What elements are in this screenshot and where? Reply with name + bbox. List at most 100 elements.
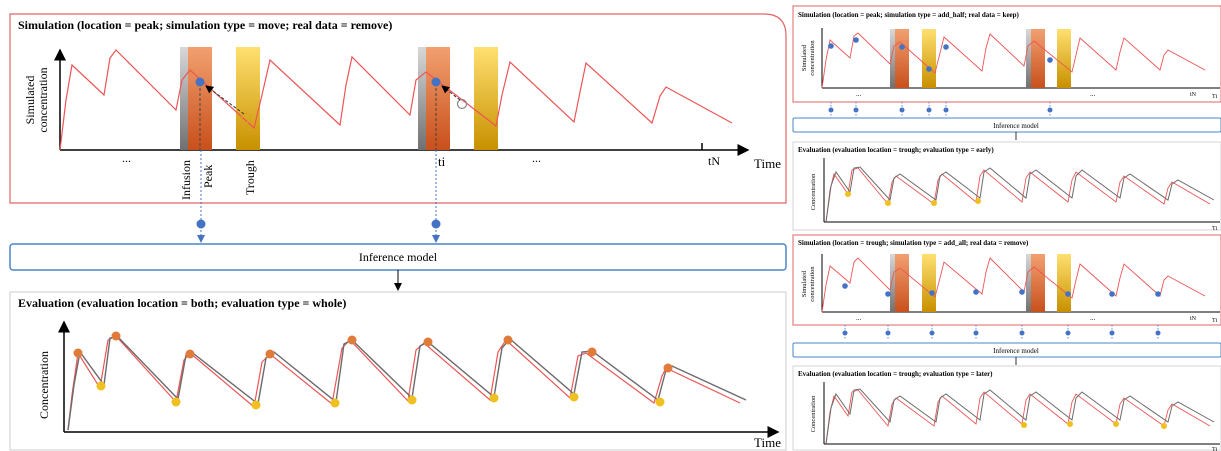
eval-peak-dot-3 [185, 349, 195, 359]
moved-dot-2 [456, 98, 468, 110]
infusion-bar-2 [418, 47, 426, 150]
left-evaluation-panel: Evaluation (evaluation location = both; … [9, 291, 787, 451]
label-infusion: Infusion [179, 160, 193, 200]
rt-infusion-bar-1 [890, 29, 895, 88]
rb-dot-5 [1019, 289, 1025, 295]
eval-peak-dot-4 [265, 349, 275, 359]
peak-dot-2 [431, 77, 441, 87]
rb-sim-title: Simulation (location = trough; simulatio… [798, 239, 1029, 247]
rb-dot-8 [1155, 291, 1161, 297]
rt-dot-4 [926, 66, 932, 72]
rb-infusion-bar-1 [890, 254, 895, 312]
rb-dot-2 [885, 291, 891, 297]
left-sim-dots-1: ... [122, 151, 131, 165]
rb-eval-dot-1 [1021, 422, 1027, 428]
left-eval-y-label: Concentration [37, 351, 51, 419]
rt-eval-y-label: Concentration [810, 173, 817, 211]
rt-eval-dot-3 [931, 200, 937, 206]
rb-dot-3 [929, 290, 935, 296]
eval-trough-dot-6 [489, 393, 499, 403]
right-top-simulation-panel: Simulation (location = peak; simulation … [792, 5, 1221, 103]
rt-dots-1: ... [856, 90, 862, 98]
rb-connector-dot-1 [842, 330, 848, 336]
rb-connector-dot-7 [1109, 330, 1115, 336]
eval-peak-dot-8 [587, 347, 597, 357]
eval-trough-dot-4 [330, 398, 340, 408]
eval-peak-dot-6 [423, 337, 433, 347]
right-bottom-evaluation-panel: Evaluation (evaluation location = trough… [792, 365, 1221, 451]
peak-bar-2 [426, 47, 450, 150]
peak-dot-1 [195, 77, 205, 87]
label-tn: tN [708, 154, 720, 168]
left-inference-label: Inference model [359, 250, 438, 264]
left-sim-y-label-2: concentration [36, 67, 50, 132]
rb-trough-bar-2 [1057, 254, 1071, 312]
connector-dot-2 [431, 219, 441, 229]
rt-peak-bar-2 [1031, 29, 1045, 88]
rt-connector-dot-4 [926, 107, 932, 113]
rb-sim-curve [821, 257, 1206, 313]
rb-dot-4 [973, 289, 979, 295]
simulated-curve [59, 49, 733, 151]
rb-connector-dot-3 [929, 330, 935, 336]
rb-x-label: Ti [1212, 318, 1217, 324]
rt-connector-dot-5 [943, 107, 949, 113]
move-arrow-2 [441, 85, 461, 101]
connector-dot-1 [196, 219, 206, 229]
rt-trough-bar-2 [1057, 29, 1071, 88]
rt-connector-dot-1 [828, 107, 834, 113]
trough-bar-2 [474, 47, 498, 150]
rt-x-label: Ti [1212, 94, 1217, 100]
rt-eval-curve-red [825, 167, 1211, 223]
rt-connector-dot-2 [853, 107, 859, 113]
eval-trough-dot-3 [251, 400, 261, 410]
rb-sim-y-label-2: concentration [809, 266, 816, 302]
rt-connector-dot-3 [899, 107, 905, 113]
rb-eval-x-label: Ti [1212, 447, 1217, 451]
left-sim-y-label-1: Simulated [23, 76, 37, 125]
rb-eval-title: Evaluation (evaluation location = trough… [798, 370, 993, 378]
rb-eval-dot-2 [1067, 421, 1073, 427]
right-top-evaluation-panel: Evaluation (evaluation location = trough… [792, 141, 1221, 232]
left-sim-title: Simulation (location = peak; simulation … [18, 18, 392, 32]
rb-inference-label: Inference model [993, 347, 1039, 355]
rt-sim-curve [821, 32, 1206, 89]
rb-eval-dot-3 [1113, 421, 1119, 427]
rb-eval-curve-red [825, 389, 1211, 445]
rb-trough-bar-1 [922, 254, 936, 312]
rt-dot-2 [853, 37, 859, 43]
rt-connector-dot-6 [1047, 107, 1053, 113]
eval-peak-dot-1 [73, 348, 83, 358]
rb-connector-dot-6 [1065, 330, 1071, 336]
rb-inference-box [792, 342, 1221, 358]
rb-connector-dot-8 [1155, 330, 1161, 336]
eval-trough-dot-8 [655, 397, 665, 407]
left-simulation-panel: Simulation (location = peak; simulation … [9, 13, 787, 204]
left-sim-x-label: Time [754, 156, 781, 171]
rt-dot-3 [899, 44, 905, 50]
rt-eval-dot-2 [885, 200, 891, 206]
rt-dot-6 [1047, 57, 1053, 63]
left-eval-title: Evaluation (evaluation location = both; … [18, 296, 346, 310]
rb-dot-1 [842, 283, 848, 289]
rt-dots-2: ... [1090, 90, 1096, 98]
rt-eval-x-label: Ti [1212, 226, 1217, 232]
rt-sim-title: Simulation (location = peak; simulation … [798, 11, 1020, 19]
rt-sim-y-label-1: Simulated [801, 44, 808, 71]
rb-connector-dot-5 [1019, 330, 1025, 336]
rt-label-tn: tN [1190, 92, 1197, 98]
right-bottom-simulation-panel: Simulation (location = trough; simulatio… [792, 234, 1221, 326]
rt-inference-box [792, 117, 1221, 133]
left-connectors [196, 150, 441, 243]
rt-dot-1 [828, 43, 834, 49]
rt-eval-curve-gray [825, 166, 1215, 223]
eval-trough-dot-1 [96, 381, 106, 391]
rt-infusion-bar-2 [1026, 29, 1031, 88]
rb-eval-curve-gray [825, 388, 1215, 445]
rt-trough-bar-1 [922, 29, 936, 88]
moved-dot-1 [240, 112, 252, 124]
rt-peak-bar-1 [895, 29, 909, 88]
infusion-bar-1 [180, 47, 188, 150]
rt-dot-5 [943, 44, 949, 50]
rb-dots-1: ... [856, 314, 862, 322]
